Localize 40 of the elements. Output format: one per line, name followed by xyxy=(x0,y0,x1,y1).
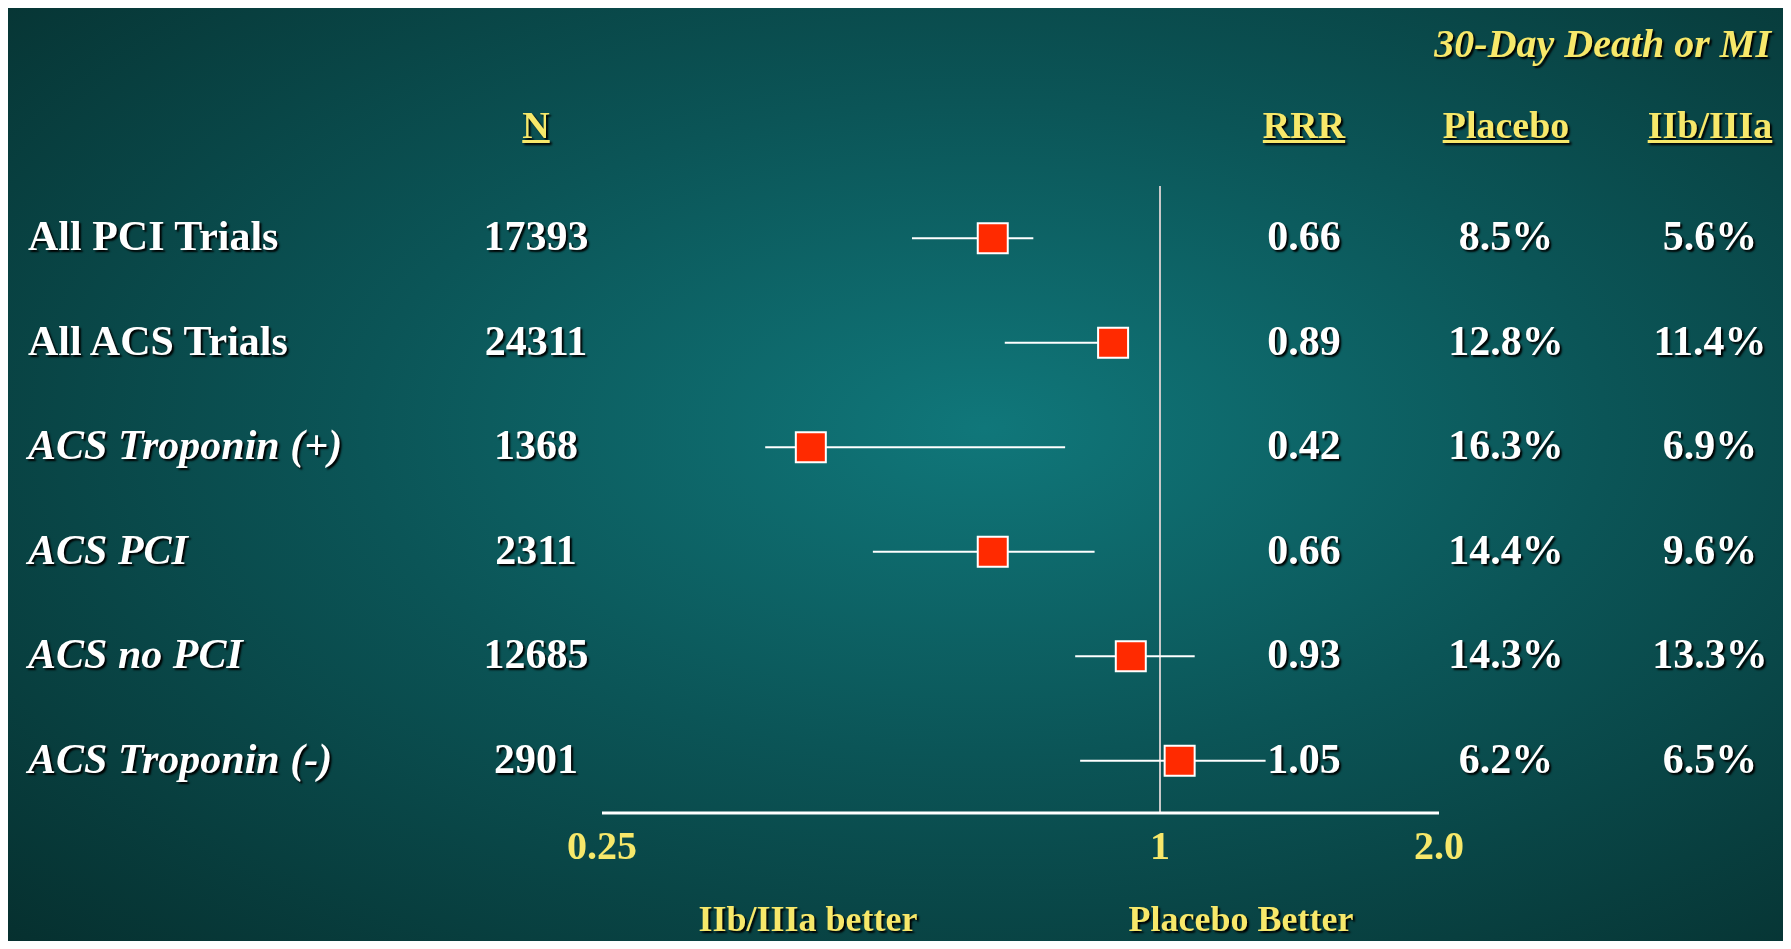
annotation: 0.66 xyxy=(1266,212,1342,261)
text: 30-Day Death or MI xyxy=(1434,20,1771,67)
text: 9.6% xyxy=(1661,525,1759,574)
text: 24311 xyxy=(483,316,589,365)
text: 2311 xyxy=(494,525,578,574)
text: IIb/IIIa better xyxy=(697,898,919,940)
text: 5.6% xyxy=(1661,212,1759,261)
annotation: 0.66 xyxy=(1266,525,1342,574)
x-tick-label: 1 xyxy=(1150,823,1170,869)
annotation: 0.89 xyxy=(1266,316,1342,365)
y-tick-label: ACS Troponin (+) xyxy=(28,421,343,470)
text: 6.9% xyxy=(1661,421,1759,470)
text: IIb/IIIa xyxy=(1647,104,1773,146)
x-tick-label: 2.0 xyxy=(1414,823,1464,869)
text: 6.2% xyxy=(1457,734,1555,783)
y-tick-label: All ACS Trials xyxy=(28,316,288,365)
text: 2901 xyxy=(493,734,579,783)
text: N xyxy=(522,104,550,146)
text: 12.8% xyxy=(1447,316,1565,365)
text: 8.5% xyxy=(1457,212,1555,261)
text: Placebo Better xyxy=(1127,898,1355,940)
text: 1368 xyxy=(493,421,579,470)
text: 11.4% xyxy=(1652,316,1768,365)
text: Placebo xyxy=(1442,104,1570,146)
text: 12685 xyxy=(482,630,590,679)
annotation: 0.42 xyxy=(1266,421,1342,470)
text: RRR xyxy=(1262,104,1346,146)
text: 14.3% xyxy=(1447,630,1565,679)
y-tick-label: ACS no PCI xyxy=(28,630,243,679)
y-tick-label: All PCI Trials xyxy=(28,212,279,261)
text: 16.3% xyxy=(1447,421,1565,470)
annotation: 0.93 xyxy=(1266,630,1342,679)
text: 17393 xyxy=(482,212,590,261)
text: 6.5% xyxy=(1661,734,1759,783)
annotation: 1.05 xyxy=(1266,734,1342,783)
y-tick-label: ACS Troponin (-) xyxy=(28,734,333,783)
x-tick-label: 0.25 xyxy=(567,823,637,869)
y-tick-label: ACS PCI xyxy=(28,525,188,574)
text: 14.4% xyxy=(1447,525,1565,574)
text: 13.3% xyxy=(1651,630,1769,679)
